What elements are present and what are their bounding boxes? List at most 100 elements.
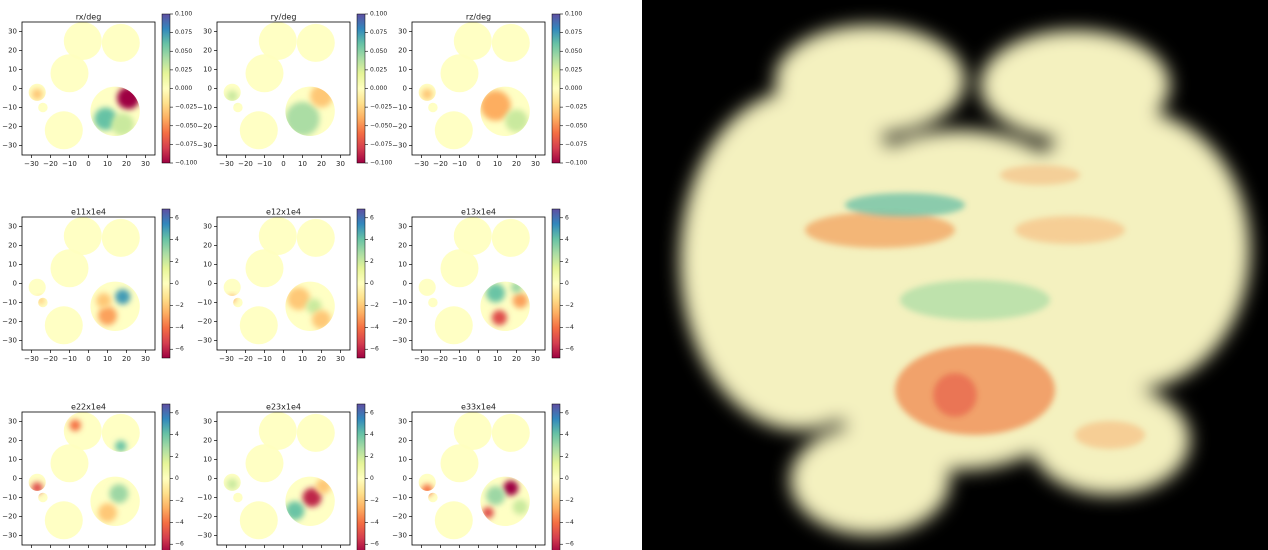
colorbar <box>356 403 366 550</box>
x-tick-label: −30 <box>219 355 234 363</box>
grain <box>296 23 335 62</box>
heat-spot <box>486 283 506 303</box>
grain <box>258 412 297 450</box>
heat-spot <box>512 293 528 309</box>
x-tick-label: 20 <box>122 355 131 363</box>
y-tick-label: −10 <box>197 104 212 112</box>
grain <box>245 444 284 483</box>
spot-layer <box>421 88 528 133</box>
grain <box>50 249 89 288</box>
x-tick-label: −20 <box>238 355 253 363</box>
spot-layer <box>486 281 528 326</box>
x-tick-label: 10 <box>103 160 112 168</box>
colorbar-tick-label: 6 <box>175 214 179 221</box>
colorbar-tick-label: −0.050 <box>565 122 587 129</box>
grain <box>101 23 140 62</box>
grain <box>453 217 492 255</box>
colorbar <box>161 13 171 164</box>
x-tick-label: 0 <box>281 355 285 363</box>
x-tick-label: 0 <box>281 160 285 168</box>
y-tick-label: 20 <box>203 47 212 55</box>
colorbar-tick-label: 0.075 <box>175 29 192 36</box>
colorbar-tick-label: −4 <box>370 519 379 526</box>
x-tick-label: 30 <box>141 355 150 363</box>
y-tick-label: −20 <box>392 513 407 521</box>
y-tick-label: 0 <box>403 85 407 93</box>
colorbar-tick-label: −2 <box>370 497 379 504</box>
grain <box>101 218 140 257</box>
panel-title: e23x1e4 <box>266 403 301 412</box>
y-tick-label: 30 <box>203 223 212 231</box>
y-tick-label: −20 <box>2 318 17 326</box>
x-tick-label: 20 <box>317 355 326 363</box>
colorbar-tick-label: 2 <box>565 258 569 265</box>
render-patches <box>805 165 1145 449</box>
colorbar-tick-label: 4 <box>565 431 569 438</box>
y-tick-label: −30 <box>2 337 17 345</box>
grain <box>239 501 278 540</box>
y-tick-label: −10 <box>197 299 212 307</box>
y-tick-label: −30 <box>2 532 17 540</box>
panel-title: ry/deg <box>271 13 297 22</box>
x-tick-label: 20 <box>317 160 326 168</box>
grain <box>101 413 140 452</box>
colorbar-tick-label: 0.050 <box>370 48 387 55</box>
y-tick-label: 0 <box>208 475 212 483</box>
grain <box>90 281 140 331</box>
x-tick-label: 30 <box>336 355 345 363</box>
y-tick-label: 0 <box>208 85 212 93</box>
grain <box>223 278 241 296</box>
x-tick-label: 20 <box>512 355 521 363</box>
y-tick-label: −30 <box>2 142 17 150</box>
panel-title: e12x1e4 <box>266 208 301 217</box>
colorbar <box>161 208 171 359</box>
y-tick-label: −10 <box>392 104 407 112</box>
colorbar-tick-label: 2 <box>370 453 374 460</box>
y-tick-label: 30 <box>8 28 17 36</box>
x-tick-label: 0 <box>86 355 90 363</box>
grain <box>245 249 284 288</box>
heat-spot <box>480 90 511 121</box>
grain <box>440 249 479 288</box>
colorbar-tick-label: −4 <box>175 519 184 526</box>
heat-spot <box>285 501 305 521</box>
grain <box>28 278 46 296</box>
colorbar-tick-label: 0.025 <box>565 66 582 73</box>
colorbar-tick-label: −6 <box>370 541 379 548</box>
y-tick-label: −20 <box>2 513 17 521</box>
heat-spot <box>302 488 322 507</box>
grain <box>434 501 473 540</box>
heat-spot <box>491 310 507 326</box>
colorbar-tick-label: −6 <box>565 541 574 548</box>
heat-spot <box>315 478 331 494</box>
panel-title: e13x1e4 <box>461 208 496 217</box>
colorbar-tick-label: 0.000 <box>370 85 387 92</box>
y-tick-label: 0 <box>403 475 407 483</box>
x-tick-label: 30 <box>336 160 345 168</box>
heat-spot <box>306 298 322 314</box>
x-tick-label: 30 <box>141 160 150 168</box>
grain <box>63 22 102 60</box>
heat-spot <box>31 482 43 494</box>
panel: rz/deg −30 −20 −10 0 10 20 30 30 20 10 0 −10 −20 −30 0.… <box>392 11 587 169</box>
y-tick-label: −20 <box>392 318 407 326</box>
y-tick-label: 10 <box>398 456 407 464</box>
x-tick-label: −20 <box>43 160 58 168</box>
heat-spot <box>37 296 45 305</box>
colorbar-tick-label: −4 <box>175 324 184 331</box>
grain <box>453 22 492 60</box>
y-tick-label: 30 <box>203 418 212 426</box>
heat-spot <box>312 310 331 330</box>
x-tick-label: −10 <box>452 355 467 363</box>
colorbar-tick-label: 4 <box>370 236 374 243</box>
colorbar-tick-label: 0 <box>565 475 569 482</box>
grain <box>491 413 530 452</box>
grain <box>258 217 297 255</box>
y-tick-label: 0 <box>208 280 212 288</box>
colorbar-tick-label: 0.050 <box>565 48 582 55</box>
colorbar-tick-label: 6 <box>370 214 374 221</box>
colorbar-tick-label: 0.100 <box>175 11 192 18</box>
grain <box>233 492 243 503</box>
y-tick-label: −10 <box>2 494 17 502</box>
y-tick-label: 30 <box>8 418 17 426</box>
